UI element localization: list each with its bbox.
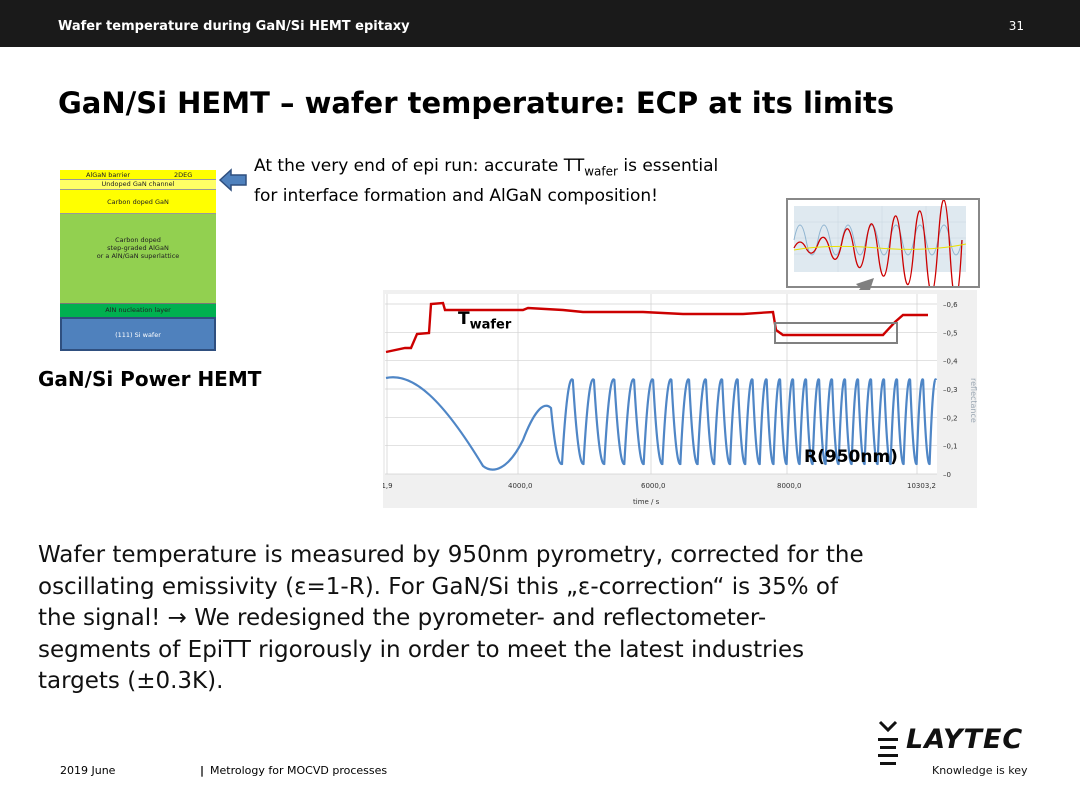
note-sub: wafer <box>584 164 618 179</box>
footer-topic-text: Metrology for MOCVD processes <box>210 764 388 777</box>
logo-tagline: Knowledge is key <box>932 764 1028 777</box>
layer-graded-line3: or a AlN/GaN superlattice <box>96 252 180 261</box>
x-tick-label: 6000,0 <box>641 482 666 490</box>
y-tick-label: –0,4 <box>943 358 958 366</box>
y-tick-label: –0,3 <box>943 386 958 394</box>
zoom-region-box <box>774 322 898 344</box>
logo-brand: LAYTEC <box>906 724 1024 755</box>
laytec-logo: LAYTEC Knowledge is key <box>872 716 1032 782</box>
layer-graded-line2: step-graded AlGaN <box>107 244 169 253</box>
body-line-5: targets (±0.3K). <box>38 668 224 694</box>
layer-algan-barrier: AlGaN barrier 2DEG <box>60 170 216 180</box>
slide-title: GaN/Si HEMT – wafer temperature: ECP at … <box>58 86 895 120</box>
y-tick-label: –0,2 <box>943 414 958 422</box>
inset-svg <box>793 199 967 300</box>
twafer-label-main: T <box>458 309 470 329</box>
x-tick-label: 4000,0 <box>508 482 533 490</box>
hemt-label: GaN/Si Power HEMT <box>38 367 262 391</box>
chart-svg: –0 –0,1 –0,2 –0,3 –0,4 –0,5 –0,6 11,9 4000,0 600… <box>383 294 977 506</box>
body-line-3: the signal! → We redesigned the pyromete… <box>38 605 767 631</box>
y-tick-label: –0 <box>943 471 951 479</box>
logo-mark-icon <box>878 720 898 765</box>
y-tick-label: –0,5 <box>943 329 958 337</box>
twafer-label: Twafer <box>458 309 511 332</box>
annotation-note: At the very end of epi run: accurate TTw… <box>254 154 718 209</box>
layer-2deg-label: 2DEG <box>174 171 193 179</box>
body-paragraph: Wafer temperature is measured by 950nm p… <box>38 540 1038 698</box>
y-axis-label: reflectance <box>969 378 977 423</box>
header-bar: Wafer temperature during GaN/Si HEMT epi… <box>0 0 1080 47</box>
main-chart: –0 –0,1 –0,2 –0,3 –0,4 –0,5 –0,6 11,9 4000,0 600… <box>383 290 977 508</box>
x-axis-label: time / s <box>633 498 660 506</box>
layer-carbon-gan: Carbon doped GaN <box>60 190 216 214</box>
slide-number: 31 <box>1008 19 1024 33</box>
x-tick-label: 10303,2 <box>907 482 936 490</box>
layer-graded-algan: Carbon doped step-graded AlGaN or a AlN/… <box>60 214 216 304</box>
left-arrow-icon <box>218 168 247 192</box>
layer-undoped-gan: Undoped GaN channel <box>60 180 216 190</box>
header-title: Wafer temperature during GaN/Si HEMT epi… <box>58 19 410 34</box>
layer-si-wafer: (111) Si wafer <box>60 317 216 351</box>
inset-reflectance-line <box>793 224 963 256</box>
series-reflectance-line <box>385 376 938 471</box>
x-tick-label: 11,9 <box>383 482 393 490</box>
zoom-inset-chart <box>786 198 980 300</box>
body-line-4: segments of EpiTT rigorously in order to… <box>38 636 805 663</box>
series-twafer-line <box>385 301 928 354</box>
twafer-label-sub: wafer <box>469 317 512 333</box>
inset-temperature-line <box>793 199 963 300</box>
y-tick-label: –0,1 <box>943 443 958 451</box>
note-line1-end: is essential <box>617 156 719 176</box>
footer-separator: | <box>200 764 205 777</box>
layer-graded-line1: Carbon doped <box>115 236 161 244</box>
x-tick-label: 8000,0 <box>777 482 802 490</box>
reflectance-label: R(950nm) <box>804 447 898 467</box>
footer-topic: | Metrology for MOCVD processes <box>200 764 393 777</box>
layer-aln-nucleation: AlN nucleation layer <box>60 304 216 317</box>
layer-algan-label: AlGaN barrier <box>86 171 131 179</box>
y-tick-label: –0,6 <box>943 301 958 309</box>
note-line2: for interface formation and AlGaN compos… <box>254 186 658 207</box>
body-line-2: oscillating emissivity (ε=1-R). For GaN/… <box>38 573 839 600</box>
body-line-1: Wafer temperature is measured by 950nm p… <box>38 542 864 568</box>
note-line1: At the very end of epi run: accurate TT <box>254 156 585 176</box>
hemt-layer-stack: AlGaN barrier 2DEG Undoped GaN channel C… <box>60 170 216 351</box>
footer-date: 2019 June <box>60 764 116 777</box>
